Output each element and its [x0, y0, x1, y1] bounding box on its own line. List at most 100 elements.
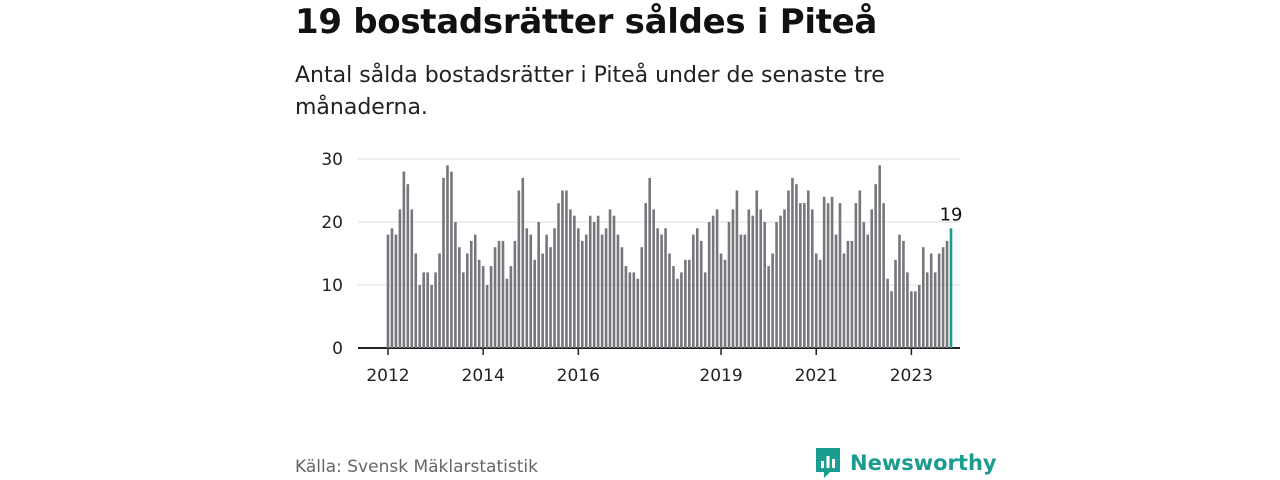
y-tick-label: 0 — [332, 339, 343, 359]
bar — [711, 215, 715, 348]
bar — [692, 234, 695, 348]
bar — [580, 240, 584, 348]
bar — [406, 184, 410, 348]
chart-title: 19 bostadsrätter såldes i Piteå — [295, 2, 878, 42]
logo-wordmark: Newsworthy — [850, 451, 997, 475]
bar — [834, 234, 838, 348]
bar — [870, 209, 874, 348]
bar — [561, 190, 564, 348]
bar — [477, 259, 481, 348]
bar — [838, 203, 842, 348]
bar — [747, 209, 751, 348]
bar — [537, 222, 540, 348]
bar — [569, 209, 572, 348]
bar — [584, 234, 588, 348]
newsworthy-logo-icon — [816, 448, 840, 478]
bar — [695, 228, 699, 348]
x-tick-label: 2014 — [462, 366, 505, 386]
bar — [767, 266, 770, 348]
bar — [894, 259, 897, 348]
bar — [386, 234, 390, 348]
bar — [549, 247, 552, 348]
x-tick-label: 2012 — [366, 366, 409, 386]
bar — [632, 272, 636, 348]
bar — [450, 171, 453, 348]
bar-chart: 0 10 20 30 2012 2014 2016 2019 2021 2023 19 — [321, 150, 962, 386]
bar — [699, 240, 703, 348]
bar — [485, 285, 489, 348]
bar — [652, 209, 655, 348]
bar — [937, 253, 941, 348]
bar — [592, 222, 596, 348]
x-tick-label: 2016 — [557, 366, 600, 386]
bar — [902, 240, 905, 348]
bar — [751, 215, 755, 348]
bar — [890, 291, 893, 348]
bar — [469, 240, 473, 348]
bar — [755, 190, 759, 348]
bar — [438, 253, 441, 348]
bar — [462, 272, 465, 348]
bar — [779, 215, 782, 348]
bar — [541, 253, 544, 348]
bar — [822, 196, 826, 348]
bar — [426, 272, 429, 348]
y-tick-label: 20 — [321, 213, 343, 233]
bar — [886, 278, 889, 348]
bar — [458, 247, 461, 348]
bar — [878, 165, 881, 348]
newsworthy-logo[interactable]: Newsworthy — [814, 446, 997, 480]
bar — [577, 228, 580, 348]
bar — [414, 253, 418, 348]
bar — [799, 203, 802, 348]
source-note: Källa: Svensk Mäklarstatistik — [295, 457, 538, 477]
chart-subtitle: Antal sålda bostadsrätter i Piteå under … — [295, 63, 885, 120]
bar — [914, 291, 917, 348]
bar — [787, 190, 790, 348]
bar — [612, 215, 616, 348]
bar — [850, 240, 854, 348]
bar — [874, 184, 877, 348]
bar — [616, 234, 620, 348]
bar — [771, 253, 774, 348]
bar — [672, 266, 675, 348]
bar — [795, 184, 798, 348]
bar — [565, 190, 568, 348]
bar — [604, 228, 608, 348]
bar-latest — [949, 228, 953, 348]
bar — [497, 240, 501, 348]
bar — [489, 266, 493, 348]
bar — [862, 222, 866, 348]
bar — [481, 266, 485, 348]
bar — [410, 209, 414, 348]
bar — [636, 278, 640, 348]
bar — [446, 165, 449, 348]
bar — [517, 190, 521, 348]
bar — [501, 240, 505, 348]
bar — [791, 177, 794, 348]
bar — [945, 240, 949, 348]
bar — [513, 240, 517, 348]
bar — [929, 253, 933, 348]
bar — [680, 272, 683, 348]
axis-labels: 0 10 20 30 2012 2014 2016 2019 2021 2023 19 — [321, 150, 962, 386]
bar — [918, 285, 921, 348]
bar — [723, 259, 727, 348]
bar — [703, 272, 707, 348]
y-tick-label: 10 — [321, 276, 343, 296]
bar — [505, 278, 509, 348]
x-tick-label: 2021 — [795, 366, 838, 386]
bar — [398, 209, 402, 348]
bar — [529, 234, 533, 348]
bar — [910, 291, 913, 348]
bar — [731, 209, 735, 348]
bar — [933, 272, 937, 348]
bar — [640, 247, 644, 348]
bar — [521, 177, 525, 348]
bar — [806, 190, 810, 348]
bar — [525, 228, 529, 348]
bar — [608, 209, 612, 348]
bar — [743, 234, 747, 348]
bar — [763, 222, 766, 348]
bar — [660, 234, 663, 348]
